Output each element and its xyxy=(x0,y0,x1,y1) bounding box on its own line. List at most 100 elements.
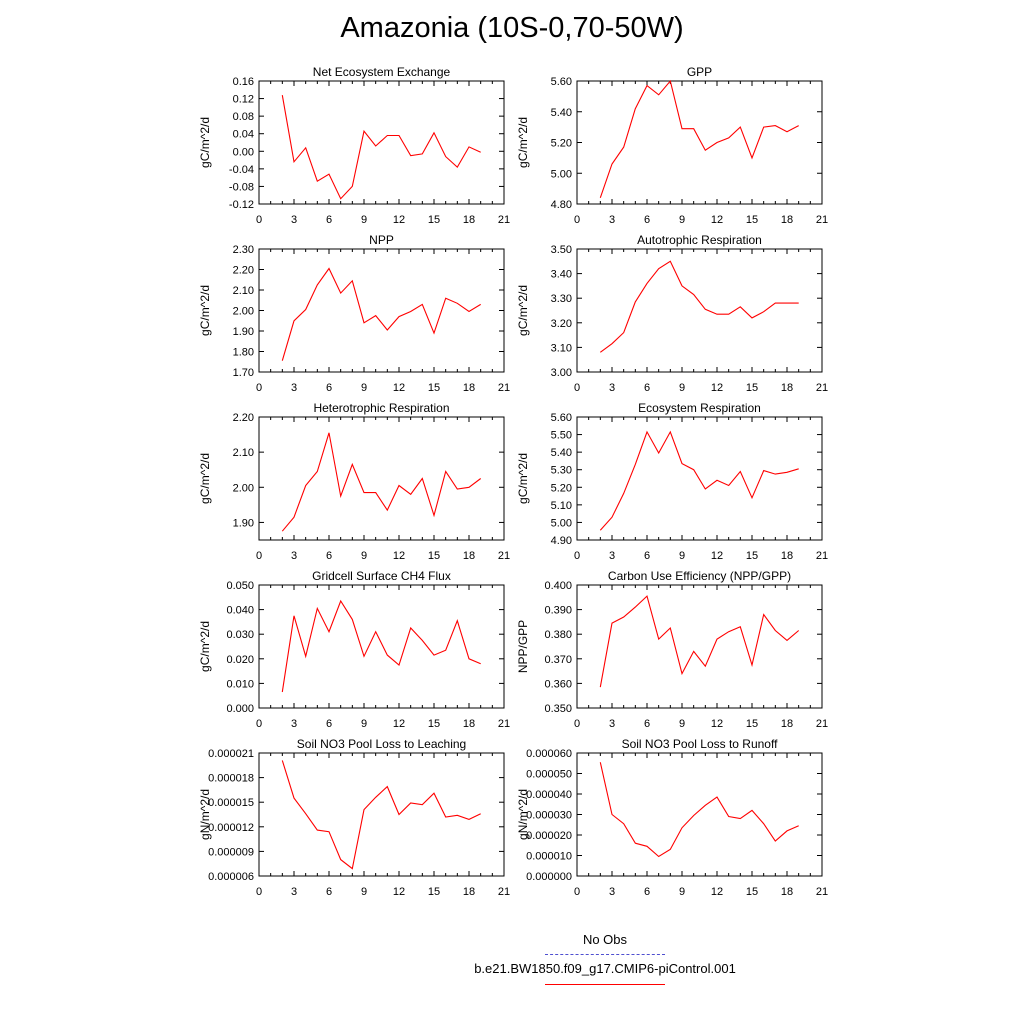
x-tick-label: 9 xyxy=(361,550,367,562)
series-line xyxy=(599,260,799,353)
x-tick-label: 18 xyxy=(781,886,793,898)
y-tick-label: 2.10 xyxy=(233,447,254,459)
chart-panel-7: Carbon Use Efficiency (NPP/GPP) NPP/GPP 0.… xyxy=(516,569,828,730)
series-line xyxy=(281,432,482,532)
y-tick-label: 0.020 xyxy=(226,654,254,666)
x-tick-label: 12 xyxy=(393,886,405,898)
y-tick-label: 3.30 xyxy=(551,293,572,305)
plot-frame xyxy=(576,80,823,205)
x-tick-label: 18 xyxy=(781,214,793,226)
y-tick-label: 3.20 xyxy=(551,318,572,330)
x-tick-label: 18 xyxy=(463,886,475,898)
y-tick-label: 1.70 xyxy=(233,367,254,379)
y-tick-label: 2.30 xyxy=(233,244,254,256)
series-line xyxy=(599,595,800,688)
x-tick-label: 21 xyxy=(498,382,510,394)
x-tick-label: 6 xyxy=(326,718,332,730)
y-tick-label: 0.000015 xyxy=(208,797,254,809)
x-tick-label: 18 xyxy=(781,550,793,562)
y-tick-label: -0.04 xyxy=(229,164,254,176)
x-tick-label: 9 xyxy=(361,718,367,730)
plot-frame xyxy=(576,752,823,877)
y-tick-label: 2.10 xyxy=(233,285,254,297)
x-tick-label: 0 xyxy=(574,718,580,730)
y-tick-label: 0.00 xyxy=(233,146,254,158)
x-tick-label: 21 xyxy=(498,718,510,730)
legend-obs-line xyxy=(545,954,665,955)
y-tick-label: 5.10 xyxy=(551,500,572,512)
y-axis-label: gC/m^2/d xyxy=(516,453,530,504)
y-tick-label: 5.60 xyxy=(551,412,572,424)
y-tick-label: 5.20 xyxy=(551,138,572,150)
y-tick-label: 5.60 xyxy=(551,76,572,88)
x-tick-label: 6 xyxy=(644,382,650,394)
x-tick-label: 12 xyxy=(393,214,405,226)
plot-frame xyxy=(258,416,505,541)
x-tick-label: 3 xyxy=(609,382,615,394)
x-tick-label: 6 xyxy=(644,886,650,898)
chart-title: Autotrophic Respiration xyxy=(637,233,762,247)
y-tick-label: 5.20 xyxy=(551,482,572,494)
x-tick-label: 21 xyxy=(816,214,828,226)
y-tick-label: 0.000030 xyxy=(526,810,572,822)
y-tick-label: 0.08 xyxy=(233,111,254,123)
y-tick-label: 0.000018 xyxy=(208,773,254,785)
y-tick-label: 4.90 xyxy=(551,535,572,547)
chart-panel-4: Heterotrophic Respiration gC/m^2/d 1.90 2.0… xyxy=(198,401,510,562)
y-tick-label: 5.40 xyxy=(551,107,572,119)
y-tick-label: 0.390 xyxy=(544,605,572,617)
x-tick-label: 21 xyxy=(816,886,828,898)
y-tick-label: 0.380 xyxy=(544,629,572,641)
x-tick-label: 6 xyxy=(326,886,332,898)
x-tick-label: 12 xyxy=(393,550,405,562)
chart-panel-2: NPP gC/m^2/d 1.70 1.80 1.90 2.00 2.10 2.20 2.30 0… xyxy=(198,233,510,394)
chart-title: GPP xyxy=(687,65,712,79)
series-line xyxy=(599,430,799,531)
y-tick-label: 0.010 xyxy=(226,678,254,690)
page-title: Amazonia (10S-0,70-50W) xyxy=(340,12,684,44)
plot-frame xyxy=(258,752,505,877)
x-tick-label: 21 xyxy=(816,550,828,562)
x-tick-label: 3 xyxy=(609,886,615,898)
x-tick-label: 0 xyxy=(256,886,262,898)
x-tick-label: 18 xyxy=(463,214,475,226)
x-tick-label: 21 xyxy=(816,382,828,394)
chart-title: Carbon Use Efficiency (NPP/GPP) xyxy=(608,569,791,583)
y-tick-label: 3.40 xyxy=(551,269,572,281)
y-tick-label: 1.90 xyxy=(233,517,254,529)
x-tick-label: 0 xyxy=(256,718,262,730)
x-tick-label: 15 xyxy=(428,886,440,898)
y-tick-label: 0.050 xyxy=(226,580,254,592)
y-tick-label: 0.350 xyxy=(544,703,572,715)
y-tick-label: -0.12 xyxy=(229,199,254,211)
x-tick-label: 0 xyxy=(574,382,580,394)
x-tick-label: 18 xyxy=(781,382,793,394)
y-axis-label: gC/m^2/d xyxy=(198,117,212,168)
plot-frame xyxy=(258,584,505,709)
y-tick-label: 0.000012 xyxy=(208,822,254,834)
x-tick-label: 15 xyxy=(428,550,440,562)
legend-model-line xyxy=(545,984,665,985)
y-tick-label: 0.000050 xyxy=(526,769,572,781)
y-axis-label: gC/m^2/d xyxy=(516,285,530,336)
plot-frame xyxy=(576,248,823,373)
chart-panel-1: GPP gC/m^2/d 4.80 5.00 5.20 5.40 5.60 0 3 6 9 12 15 1… xyxy=(516,65,828,226)
x-tick-label: 15 xyxy=(746,550,758,562)
y-tick-label: 5.40 xyxy=(551,447,572,459)
legend-model-label: b.e21.BW1850.f09_g17.CMIP6-piControl.001 xyxy=(474,961,736,976)
x-tick-label: 3 xyxy=(291,382,297,394)
y-tick-label: 3.50 xyxy=(551,244,572,256)
x-tick-label: 3 xyxy=(609,550,615,562)
x-tick-label: 18 xyxy=(781,718,793,730)
y-tick-label: 0.16 xyxy=(233,76,254,88)
x-tick-label: 12 xyxy=(393,382,405,394)
x-tick-label: 6 xyxy=(326,382,332,394)
plot-frame xyxy=(576,584,823,709)
y-axis-label: NPP/GPP xyxy=(516,620,530,673)
x-tick-label: 18 xyxy=(463,718,475,730)
x-tick-label: 3 xyxy=(291,718,297,730)
x-tick-label: 0 xyxy=(574,886,580,898)
x-tick-label: 15 xyxy=(746,886,758,898)
chart-title: Gridcell Surface CH4 Flux xyxy=(312,569,451,583)
